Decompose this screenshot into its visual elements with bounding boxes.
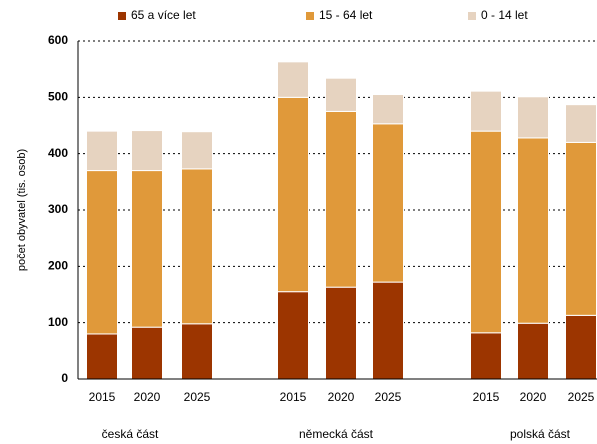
- bar-segment: [277, 291, 309, 380]
- bar-segment: [470, 90, 502, 132]
- bar-segment: [372, 123, 404, 283]
- bar-segment: [517, 322, 549, 380]
- y-tick-label: 600: [48, 33, 68, 47]
- bar-segment: [181, 168, 213, 325]
- y-tick-label: 200: [48, 259, 68, 273]
- bar-segment: [131, 130, 163, 172]
- legend-swatch: [118, 12, 126, 20]
- x-tick-label: 2015: [280, 390, 307, 404]
- y-tick-label: 100: [48, 315, 68, 329]
- x-tick-label: 2015: [473, 390, 500, 404]
- bar-segment: [325, 110, 357, 288]
- bar-segment: [131, 326, 163, 380]
- legend-label: 15 - 64 let: [319, 8, 373, 22]
- bar-segment: [277, 61, 309, 98]
- bar-segment: [372, 94, 404, 125]
- bar-segment: [86, 130, 118, 172]
- bar-segment: [325, 286, 357, 380]
- x-tick-label: 2020: [520, 390, 547, 404]
- bar-segment: [470, 332, 502, 380]
- bar-segment: [517, 96, 549, 139]
- y-tick-label: 300: [48, 202, 68, 216]
- bar-segment: [470, 130, 502, 334]
- y-tick-label: 400: [48, 146, 68, 160]
- group-label: polská část: [510, 427, 571, 441]
- bar-segment: [86, 333, 118, 380]
- x-tick-label: 2020: [134, 390, 161, 404]
- bar-segment: [181, 131, 213, 170]
- y-tick-label: 0: [61, 371, 68, 385]
- group-label: česká část: [102, 427, 159, 441]
- bar-segment: [131, 170, 163, 328]
- bar-segment: [372, 281, 404, 380]
- bar-segment: [277, 96, 309, 293]
- bar-segment: [517, 137, 549, 324]
- legend-label: 65 a více let: [131, 8, 196, 22]
- bar-segment: [325, 77, 357, 112]
- legend-swatch: [306, 12, 314, 20]
- x-tick-label: 2015: [89, 390, 116, 404]
- x-tick-label: 2025: [375, 390, 402, 404]
- bar-segment: [565, 141, 597, 316]
- bar-segment: [181, 323, 213, 380]
- x-tick-label: 2025: [568, 390, 595, 404]
- legend-swatch: [468, 12, 476, 20]
- y-tick-label: 500: [48, 90, 68, 104]
- x-tick-label: 2025: [184, 390, 211, 404]
- bar-segment: [565, 314, 597, 380]
- bar-segment: [86, 170, 118, 335]
- x-tick-label: 2020: [328, 390, 355, 404]
- group-label: německá část: [299, 427, 374, 441]
- legend-label: 0 - 14 let: [481, 8, 528, 22]
- y-axis-label: počet obyvatel (tis. osob): [16, 149, 28, 271]
- bar-segment: [565, 104, 597, 143]
